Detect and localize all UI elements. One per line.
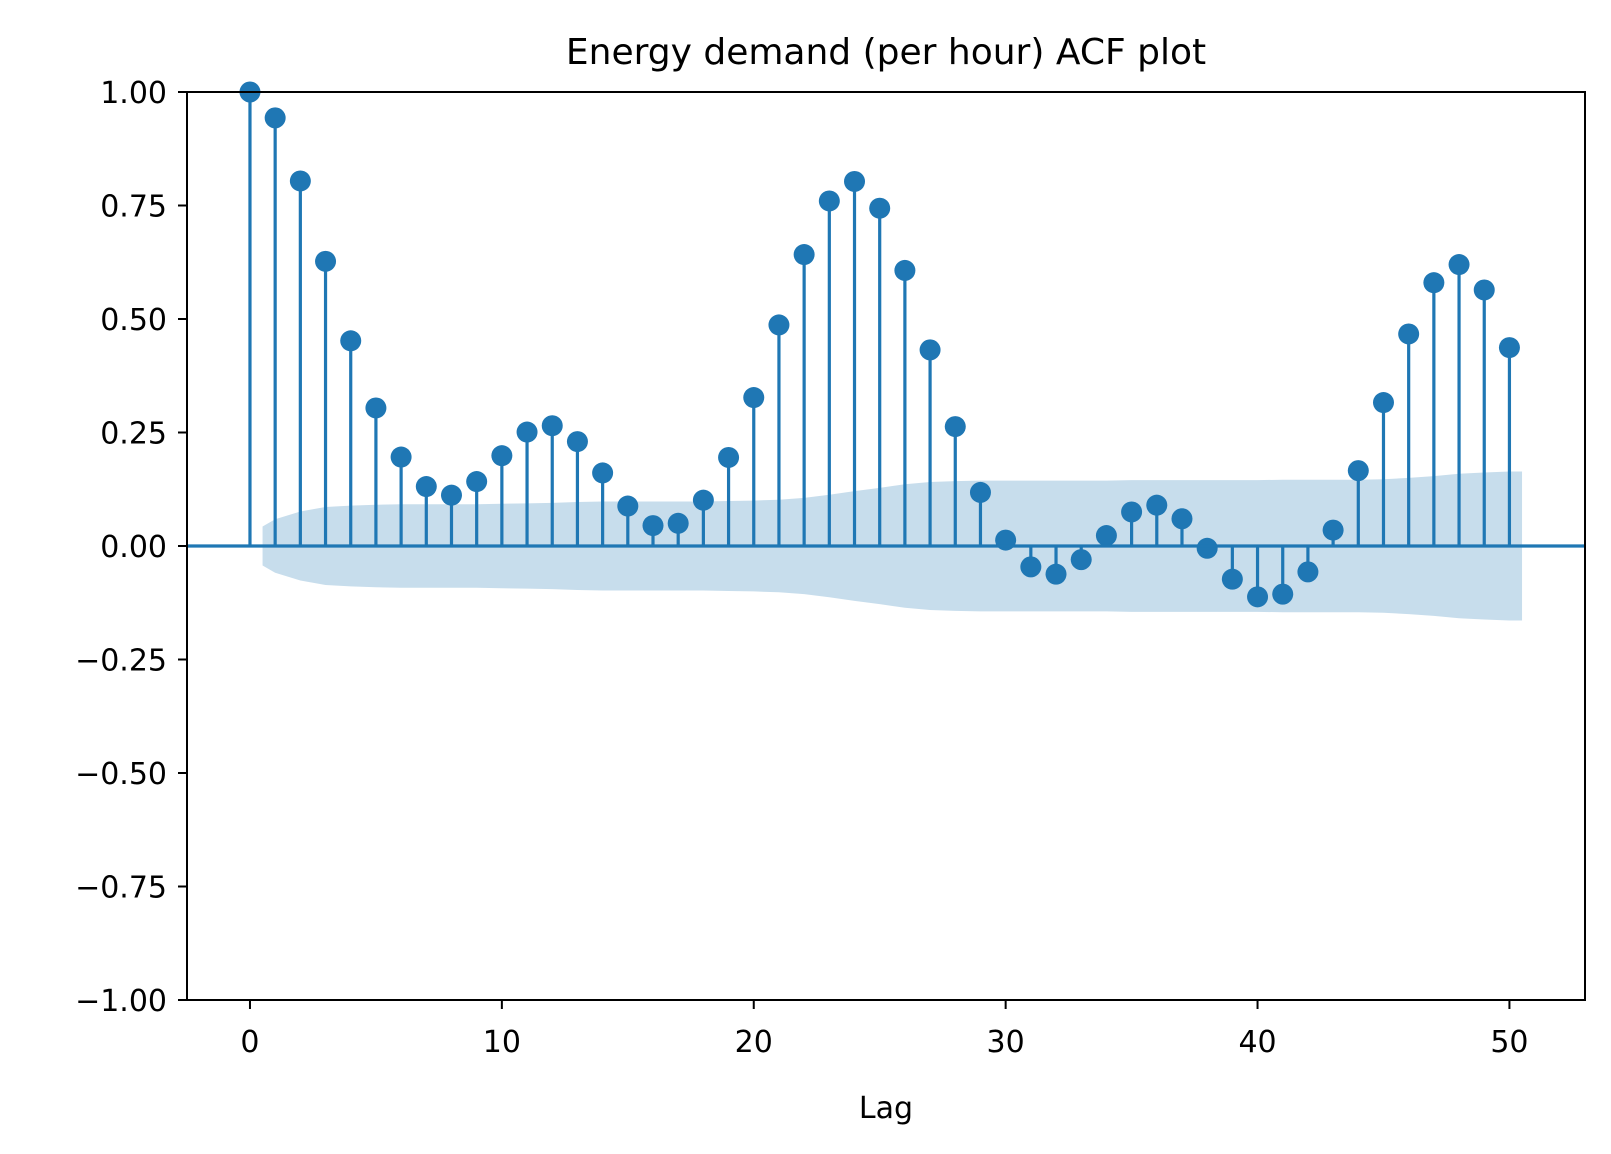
y-ticks: 1.00 0.75 0.50 0.25 0.00 −0.25 −0.50 −0.75 −1.00 xyxy=(75,76,187,1019)
acf-point-lag-4 xyxy=(340,330,362,352)
acf-point-lag-40 xyxy=(1247,586,1269,608)
acf-point-lag-35 xyxy=(1121,501,1143,523)
acf-point-lag-38 xyxy=(1196,537,1218,559)
acf-point-lag-14 xyxy=(592,462,614,484)
acf-point-lag-2 xyxy=(289,170,311,192)
x-tick-label: 20 xyxy=(735,1025,773,1060)
chart-title: Energy demand (per hour) ACF plot xyxy=(566,32,1206,73)
acf-point-lag-6 xyxy=(390,446,412,468)
acf-point-lag-7 xyxy=(415,476,437,498)
acf-point-lag-22 xyxy=(793,244,815,266)
acf-point-lag-20 xyxy=(743,387,765,409)
acf-point-lag-45 xyxy=(1372,392,1394,414)
x-ticks: 0 10 20 30 40 50 xyxy=(240,1000,1529,1060)
acf-point-lag-1 xyxy=(264,107,286,129)
acf-point-lag-11 xyxy=(516,421,538,443)
acf-point-lag-32 xyxy=(1045,563,1067,585)
acf-point-lag-47 xyxy=(1423,272,1445,294)
y-tick-label: −1.00 xyxy=(75,984,167,1019)
x-tick-label: 50 xyxy=(1490,1025,1528,1060)
acf-point-lag-12 xyxy=(541,415,563,437)
acf-point-lag-3 xyxy=(315,250,337,272)
acf-point-lag-13 xyxy=(566,431,588,453)
acf-point-lag-41 xyxy=(1272,583,1294,605)
acf-point-lag-10 xyxy=(491,445,513,467)
acf-point-lag-34 xyxy=(1095,525,1117,547)
x-tick-label: 0 xyxy=(240,1025,259,1060)
y-tick-label: 0.25 xyxy=(100,417,167,452)
acf-point-lag-16 xyxy=(642,515,664,537)
acf-point-lag-28 xyxy=(944,416,966,438)
acf-point-lag-8 xyxy=(440,484,462,506)
acf-point-lag-42 xyxy=(1297,561,1319,583)
acf-point-lag-26 xyxy=(894,259,916,281)
acf-point-lag-49 xyxy=(1473,279,1495,301)
acf-point-lag-29 xyxy=(969,481,991,503)
x-tick-label: 10 xyxy=(483,1025,521,1060)
acf-point-lag-17 xyxy=(667,512,689,534)
acf-point-lag-15 xyxy=(617,495,639,517)
y-tick-label: −0.25 xyxy=(75,644,167,679)
markers-layer xyxy=(239,81,1520,608)
acf-point-lag-19 xyxy=(718,446,740,468)
x-axis-label: Lag xyxy=(859,1091,913,1126)
y-tick-label: −0.50 xyxy=(75,757,167,792)
acf-point-lag-27 xyxy=(919,339,941,361)
acf-point-lag-23 xyxy=(818,190,840,212)
stems-layer xyxy=(248,92,1512,597)
y-tick-label: −0.75 xyxy=(75,871,167,906)
acf-point-lag-50 xyxy=(1498,337,1520,359)
x-tick-label: 30 xyxy=(987,1025,1025,1060)
acf-point-lag-5 xyxy=(365,397,387,419)
y-tick-label: 0.00 xyxy=(100,530,167,565)
acf-point-lag-44 xyxy=(1347,460,1369,482)
acf-point-lag-25 xyxy=(869,197,891,219)
acf-point-lag-31 xyxy=(1020,556,1042,578)
acf-point-lag-37 xyxy=(1171,508,1193,530)
acf-point-lag-21 xyxy=(768,314,790,336)
acf-point-lag-36 xyxy=(1146,494,1168,516)
acf-point-lag-39 xyxy=(1221,568,1243,590)
acf-point-lag-48 xyxy=(1448,254,1470,276)
y-tick-label: 1.00 xyxy=(100,76,167,111)
acf-point-lag-24 xyxy=(844,170,866,192)
acf-point-lag-46 xyxy=(1398,323,1420,345)
acf-point-lag-9 xyxy=(466,471,488,493)
acf-point-lag-43 xyxy=(1322,519,1344,541)
acf-point-lag-18 xyxy=(692,489,714,511)
y-tick-label: 0.50 xyxy=(100,303,167,338)
y-tick-label: 0.75 xyxy=(100,190,167,225)
acf-point-lag-33 xyxy=(1070,549,1092,571)
x-tick-label: 40 xyxy=(1238,1025,1276,1060)
